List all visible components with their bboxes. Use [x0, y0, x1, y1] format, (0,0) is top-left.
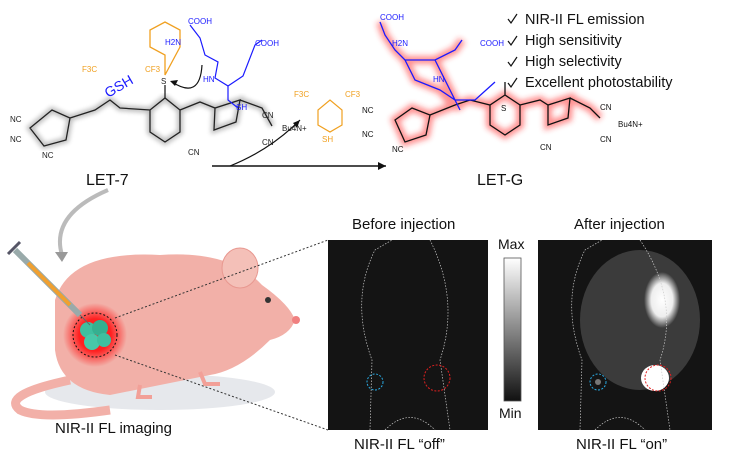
mouse-illustration: [11, 247, 300, 420]
letg-cn-2: CN: [600, 135, 612, 144]
feature-photostability: Excellent photostability: [525, 75, 673, 91]
syringe-icon: [6, 240, 91, 326]
arrowhead-icon: [170, 80, 178, 86]
letg-cn-1: CN: [600, 103, 612, 112]
feature-emission: NIR-II FL emission: [525, 12, 645, 28]
colorbar-max: Max: [498, 236, 525, 252]
gsh-sh: SH: [236, 103, 247, 112]
letg-h2n: H2N: [392, 39, 408, 48]
gsh-h2n: H2N: [165, 38, 181, 47]
tumor-outline: [72, 312, 118, 358]
byproduct-arrow: [229, 119, 301, 167]
colorbar-min: Min: [499, 405, 522, 421]
let7-cn-2: CN: [262, 138, 274, 147]
after-injection-image: [538, 239, 712, 431]
letg-cn-3: CN: [540, 143, 552, 152]
to-mouse-arrow: [58, 188, 109, 256]
gsh-attack-arrow: [171, 64, 203, 89]
let7-structure: [25, 21, 275, 150]
letg-hn: HN: [433, 75, 445, 84]
check-icons: [507, 13, 518, 89]
letg-label: LET-G: [477, 172, 524, 189]
tumor-icon: [80, 320, 111, 350]
before-caption: NIR-II FL “off”: [354, 436, 445, 453]
letg-structure: [376, 20, 603, 147]
gsh-hn: HN: [203, 75, 215, 84]
letg-nc-2: NC: [362, 130, 374, 139]
letg-cooh-1: COOH: [380, 13, 404, 22]
colorbar: [503, 257, 522, 402]
thiol-sh: SH: [322, 135, 333, 144]
let7-cf3: CF3: [145, 65, 161, 74]
mouse-label: NIR-II FL imaging: [55, 420, 172, 437]
feature-selectivity: High selectivity: [525, 54, 622, 70]
zoom-line-bottom: [114, 354, 329, 431]
before-injection-image: [328, 239, 488, 431]
letg-nc-3: NC: [392, 145, 404, 154]
letg-s-atom: S: [501, 104, 506, 113]
let7-cn-1: CN: [262, 111, 274, 120]
arrowhead-icon: [378, 162, 386, 170]
let7-nc-2: NC: [10, 135, 22, 144]
gsh-label: GSH: [102, 72, 136, 101]
arrowhead-icon: [293, 120, 300, 128]
let7-nc-3: NC: [42, 151, 54, 160]
thiol-byproduct: [317, 99, 343, 133]
zoom-line-top: [114, 239, 329, 319]
let7-nc-1: NC: [10, 115, 22, 124]
arrowhead-icon: [55, 252, 68, 262]
letg-counterion: Bu4N+: [618, 120, 643, 129]
let7-cn-3: CN: [188, 148, 200, 157]
thiol-f3c: F3C: [294, 90, 309, 99]
letg-cooh-2: COOH: [480, 39, 504, 48]
let7-label: LET-7: [86, 172, 129, 189]
gsh-cooh-2: COOH: [255, 39, 279, 48]
let7-counterion: Bu4N+: [282, 124, 307, 133]
thiol-cf3: CF3: [345, 90, 361, 99]
after-title: After injection: [574, 216, 665, 233]
let7-s-atom: S: [161, 77, 166, 86]
gsh-cooh-1: COOH: [188, 17, 212, 26]
let7-f3c: F3C: [82, 65, 97, 74]
letg-nc-1: NC: [362, 106, 374, 115]
after-caption: NIR-II FL “on”: [576, 436, 668, 453]
gsh-structure: [189, 24, 263, 109]
before-title: Before injection: [352, 216, 456, 233]
feature-sensitivity: High sensitivity: [525, 33, 622, 49]
